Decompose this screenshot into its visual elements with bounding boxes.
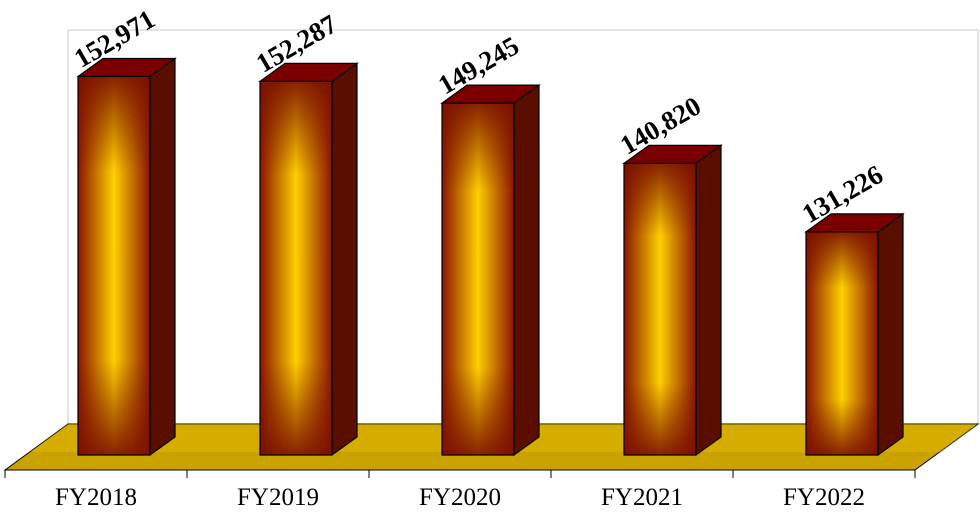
x-tick-label: FY2022 [783,484,865,511]
bar-side-face [695,144,722,457]
bar-front-shading [259,80,333,456]
bar-front-shading [441,102,515,456]
x-tick-label: FY2018 [55,484,137,511]
bar-front-shading [77,75,151,456]
bar-front-shading [623,162,697,456]
x-tick-label: FY2020 [419,484,501,511]
bar [622,144,723,457]
x-tick-label: FY2021 [601,484,683,511]
bar [76,57,177,457]
bar-side-face [331,62,358,457]
bar-side-face [877,212,904,457]
bar-series [76,57,905,457]
bar [804,212,905,457]
bar [258,62,359,457]
chart-back-wall [67,29,979,425]
x-axis-ticks: FY2018 FY2019 FY2020 FY2021 FY2022 [4,470,916,511]
bar-front-shading [805,231,879,456]
bar [440,83,541,457]
bar-side-face [513,83,540,457]
bar-side-face [149,57,176,457]
x-tick-label: FY2019 [237,484,319,511]
